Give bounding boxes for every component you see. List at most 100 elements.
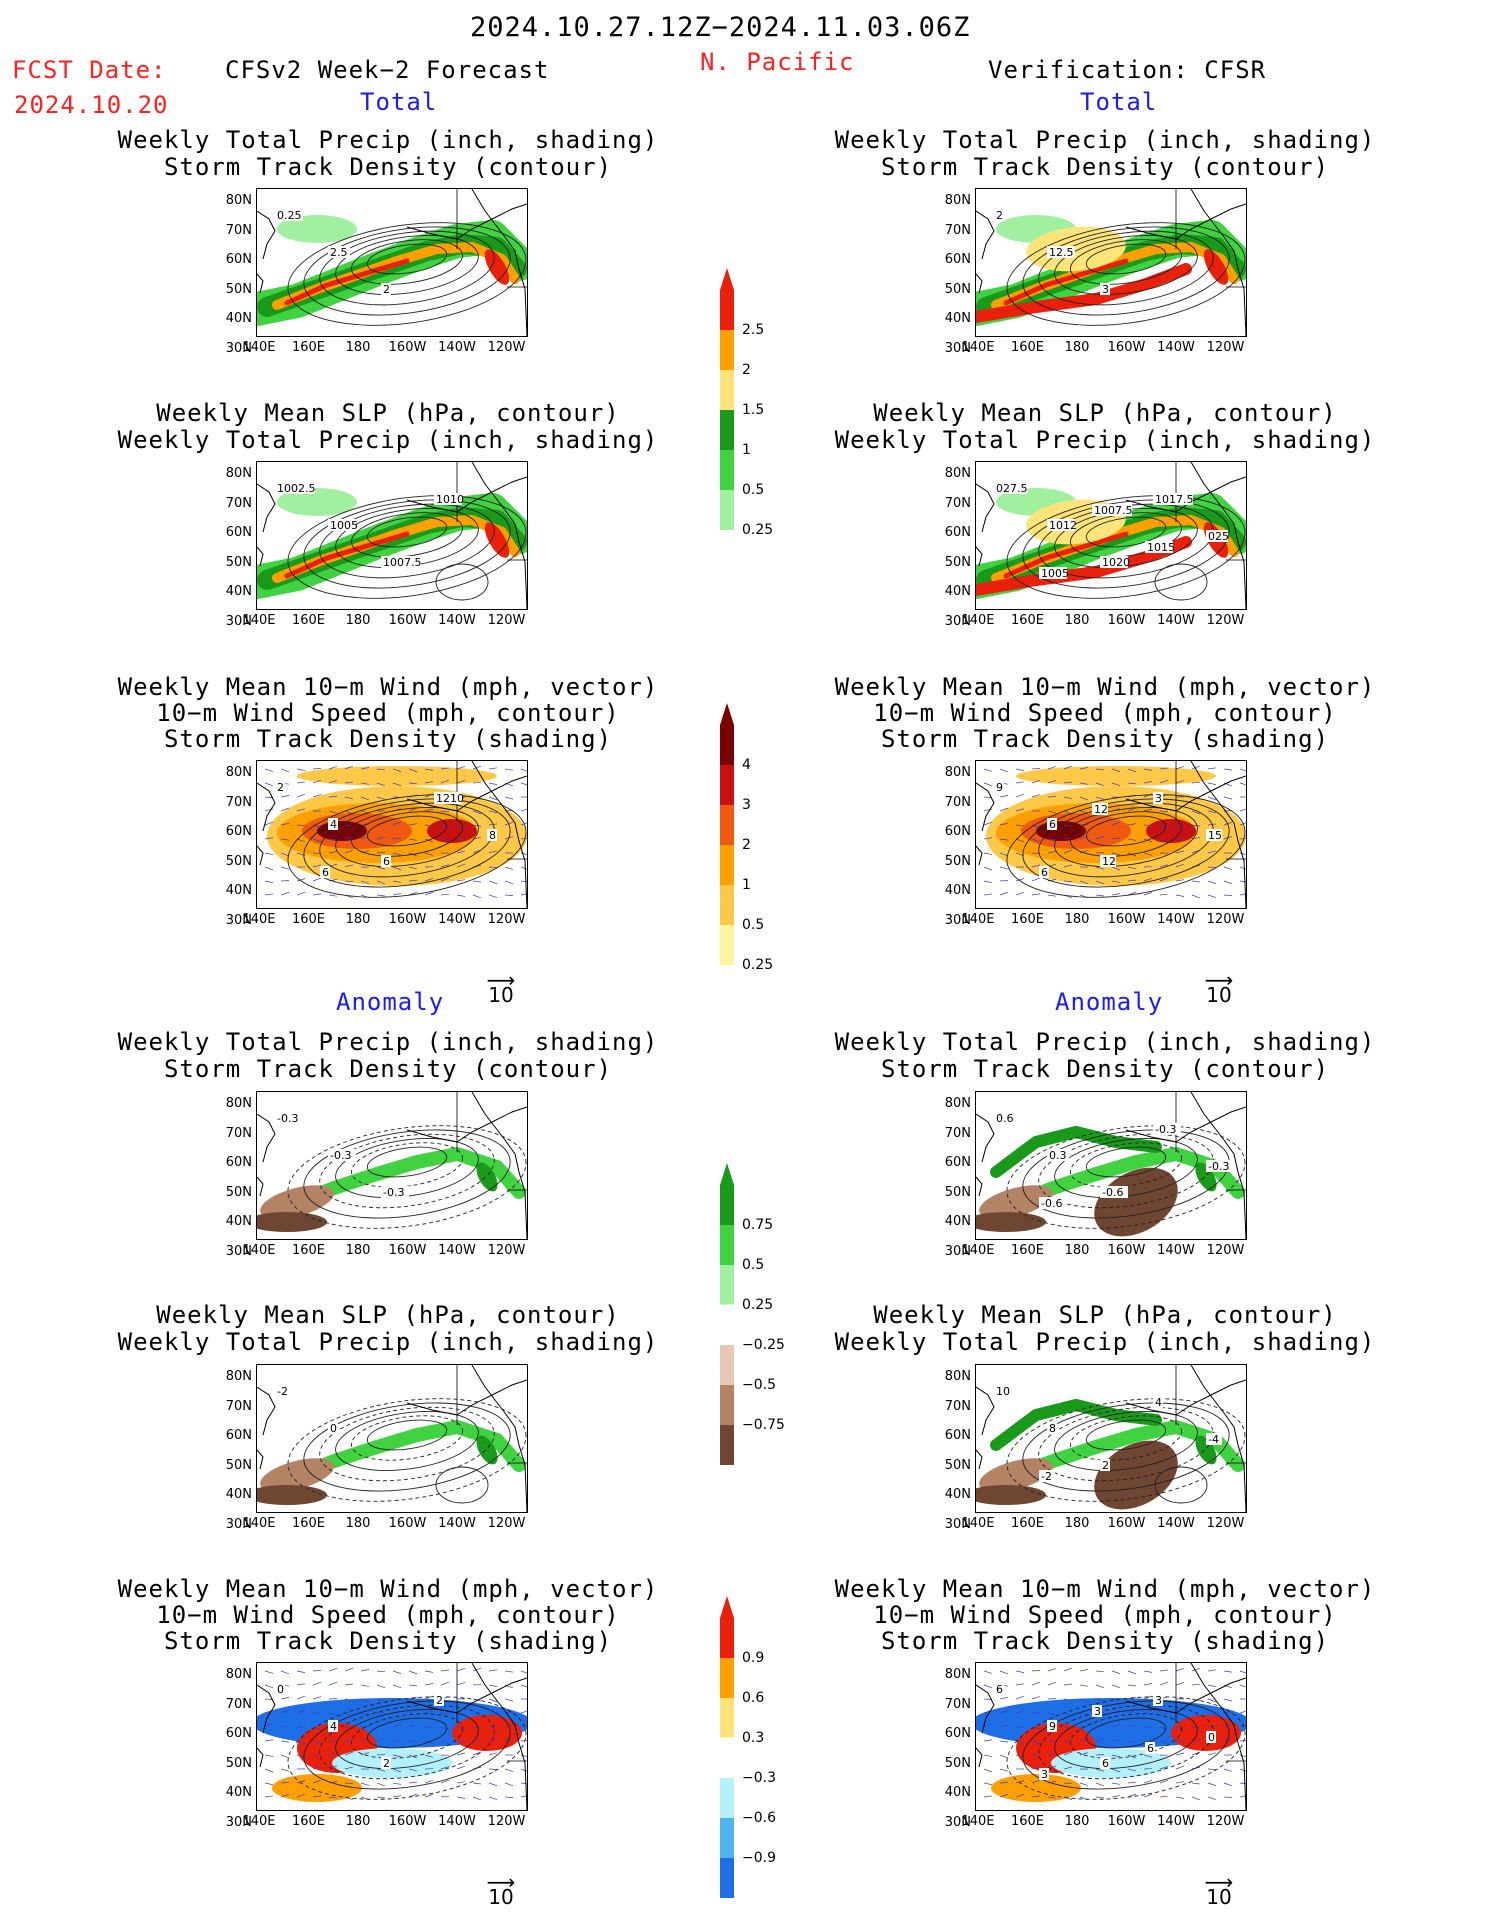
contour-label: 0 [1206,1731,1216,1744]
lat-tick-label: 50N [944,1755,971,1771]
svg-text:1002.5: 1002.5 [277,482,316,495]
lat-tick-label: 70N [944,1398,971,1414]
lat-tick-label: 70N [225,1125,252,1141]
coastline [976,1747,983,1768]
title-p2-line2: Storm Track Density (contour) [880,153,1330,181]
svg-text:1012: 1012 [1049,519,1077,532]
lat-tick-label: 30N [944,340,971,356]
svg-text:4: 4 [1155,1396,1162,1409]
lon-tick-label: 160W [388,1243,427,1258]
svg-text:-0.3: -0.3 [1208,1160,1229,1173]
contour-line [319,230,495,306]
contour-label: 1005 [328,519,358,532]
coastline [406,775,527,812]
contour-line [435,1466,489,1504]
lon-tick-label: 160E [291,1516,326,1531]
svg-text:1005: 1005 [330,519,358,532]
precip-shade [277,488,357,516]
lat-tick-label: 60N [944,1726,971,1741]
svg-text:-2: -2 [1041,1470,1052,1483]
contour-line [1038,1406,1214,1482]
lon-tick-label: 160W [1107,1814,1146,1829]
contour-label: 2 [381,1757,391,1770]
map-panel-9: -2 0 [256,1364,528,1513]
colorbar-tick-label: −0.75 [742,1417,785,1433]
contour-line [1085,243,1167,275]
coastline [1125,203,1246,240]
storm-anom-shade [991,1774,1081,1802]
title-p3-line1: Weekly Mean SLP (hPa, contour) [156,399,620,427]
contour-line [1006,495,1246,599]
svg-text:6: 6 [383,855,390,868]
contour-label: 2 [381,283,391,296]
colorbar-storm-anom [719,1596,735,1898]
precip-shade [1003,531,1129,579]
contour-label: 2.5 [328,246,350,259]
lon-tick-label: 160W [388,340,427,355]
vector-arrow-p5: ⟶ [486,968,516,992]
coastline [1125,775,1246,812]
contour-line [319,802,495,878]
title-p10-line2: Weekly Total Precip (inch, shading) [834,1328,1376,1356]
map-panel-3: 1002.5 1005 1007.5 1010 [256,461,528,610]
lat-tick-label: 50N [225,853,252,869]
svg-text:3: 3 [1041,1768,1048,1781]
contour-line [1054,1138,1198,1198]
contour-label: 6 [1039,866,1049,879]
coastline [257,273,264,294]
contour-line [1085,1146,1167,1178]
contour-label: 4 [1153,1396,1163,1409]
lat-tick-label: 40N [944,1214,971,1229]
svg-text:-0.3: -0.3 [1155,1123,1176,1136]
svg-text:6: 6 [1041,866,1048,879]
svg-text:8: 8 [489,829,496,842]
svg-text:9: 9 [1049,1720,1056,1733]
contour-label: 2 [275,781,285,794]
svg-text:-4: -4 [1208,1433,1219,1446]
lat-tick-label: 60N [944,252,971,267]
svg-text:12: 12 [1102,855,1116,868]
svg-text:1010: 1010 [436,493,464,506]
lat-tick-label: 50N [225,1755,252,1771]
lon-tick-label: 140W [438,1243,476,1258]
coastline [1125,1379,1246,1416]
title-p11-line1: Weekly Mean 10−m Wind (mph, vector) [117,1575,659,1603]
contour-label: 1002.5 [275,482,316,495]
colorbar-tick-label: 0.9 [742,1650,765,1666]
lat-tick-label: 30N [944,1243,971,1259]
lon-tick-label: 180 [345,340,371,355]
lat-tick-label: 30N [225,912,252,928]
colorbar-tick-label: 4 [742,757,751,773]
coastline [471,1092,527,1239]
lat-tick-label: 50N [944,281,971,297]
lat-tick-label: 50N [225,1184,252,1200]
lon-tick-label: 160W [1107,1243,1146,1258]
title-p12-line1: Weekly Mean 10−m Wind (mph, vector) [834,1575,1376,1603]
lat-tick-label: 50N [225,281,252,297]
vector-scale-p6: 10 [1206,983,1232,1007]
contour-label: 12 [1092,803,1108,816]
coastline [257,1449,264,1470]
lon-tick-label: 180 [1064,340,1090,355]
lon-tick-label: 160E [1010,1243,1045,1258]
precip-anom-shade [257,1212,327,1232]
svg-text:8: 8 [1049,1422,1056,1435]
title-p5-line1: Weekly Mean 10−m Wind (mph, vector) [117,673,659,701]
lat-tick-label: 70N [225,794,252,810]
lat-tick-label: 60N [225,1428,252,1443]
svg-text:1007.5: 1007.5 [1094,504,1133,517]
coastline [257,845,264,866]
coastline [1190,462,1246,609]
lon-tick-label: 140W [438,340,476,355]
contour-line [319,1406,495,1482]
section-total-left: Total [360,88,438,116]
coastline [471,189,527,336]
contour-line [335,1709,479,1769]
precip-anom-shade [260,1458,334,1492]
lat-tick-label: 80N [944,193,971,208]
svg-text:-0.6: -0.6 [1102,1186,1123,1199]
storm-shade [427,819,477,843]
coastline [257,1747,264,1768]
lat-tick-label: 40N [944,1487,971,1502]
coastline [976,546,983,567]
